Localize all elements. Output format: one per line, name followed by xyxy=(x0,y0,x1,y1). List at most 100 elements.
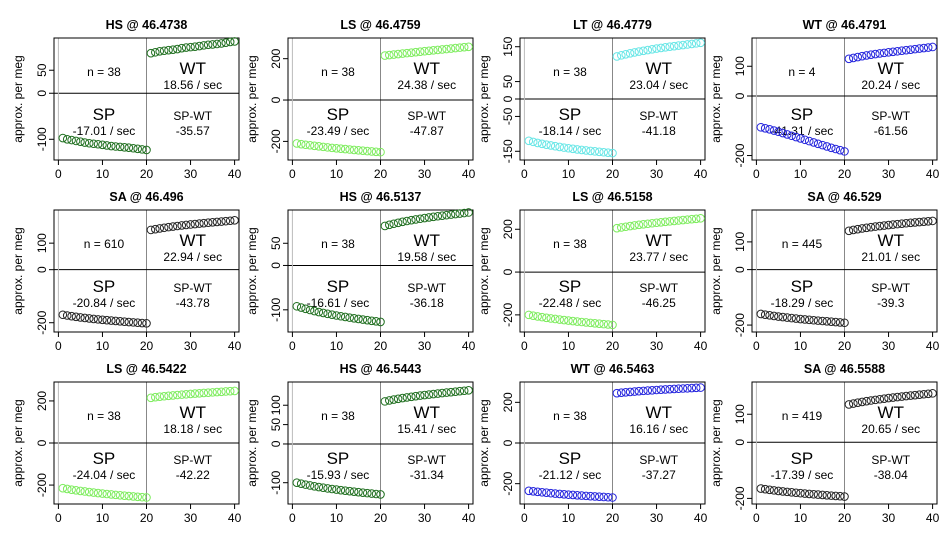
sp-wt-label: SP-WT xyxy=(407,453,446,467)
y-tick-label: 50 xyxy=(35,63,49,77)
diff-value: -61.56 xyxy=(874,124,908,138)
y-tick-label: -100 xyxy=(269,297,283,321)
data-point xyxy=(292,301,302,311)
data-point xyxy=(314,482,324,492)
y-tick-label: 50 xyxy=(269,418,283,432)
y-tick-label: -100 xyxy=(269,470,283,494)
x-tick-label: 40 xyxy=(694,511,708,525)
y-tick-label: 100 xyxy=(35,233,49,253)
data-point xyxy=(760,310,770,319)
data-point xyxy=(203,388,213,397)
data-point xyxy=(804,315,814,325)
n-label: n = 419 xyxy=(782,409,823,423)
x-tick-label: 0 xyxy=(753,167,760,181)
x-tick-label: 30 xyxy=(882,511,896,525)
data-point xyxy=(568,144,578,154)
data-point xyxy=(111,316,120,326)
data-point xyxy=(58,133,68,143)
data-point xyxy=(106,490,116,499)
data-point xyxy=(687,39,697,49)
diff-value: -41.18 xyxy=(642,124,676,138)
data-point xyxy=(301,304,310,314)
data-point xyxy=(871,49,880,59)
data-point xyxy=(844,54,854,64)
data-point xyxy=(310,482,319,491)
data-point xyxy=(124,143,134,153)
sp-rate: -24.04 / sec xyxy=(73,468,136,482)
data-point xyxy=(76,486,85,496)
data-point xyxy=(888,393,898,402)
data-point xyxy=(765,125,774,134)
y-axis-label: approx. per meg xyxy=(709,55,723,142)
wt-label: WT xyxy=(414,59,440,78)
data-point xyxy=(173,221,182,231)
data-point xyxy=(323,143,332,152)
data-point xyxy=(533,138,542,148)
data-point xyxy=(656,43,666,53)
wt-label: WT xyxy=(180,403,206,422)
panel-title: SA @ 46.529 xyxy=(807,190,881,204)
data-point xyxy=(871,222,880,231)
sp-label: SP xyxy=(327,277,350,296)
data-point xyxy=(446,387,456,397)
data-point xyxy=(451,387,460,396)
data-point xyxy=(791,488,801,498)
data-point xyxy=(826,491,836,500)
wt-label: WT xyxy=(180,231,206,250)
data-point xyxy=(80,487,90,496)
data-point xyxy=(208,218,217,227)
data-point xyxy=(555,315,564,324)
data-point xyxy=(537,312,547,322)
data-point xyxy=(778,312,788,322)
x-tick-label: 40 xyxy=(228,511,242,525)
x-tick-label: 30 xyxy=(650,167,664,181)
data-point xyxy=(173,390,182,400)
sp-label: SP xyxy=(559,277,582,296)
x-tick-label: 10 xyxy=(562,167,576,181)
n-label: n = 38 xyxy=(321,409,355,423)
y-tick-label: -200 xyxy=(733,313,747,337)
sp-label: SP xyxy=(327,105,350,124)
x-tick-label: 30 xyxy=(882,167,896,181)
data-point xyxy=(327,310,337,319)
data-point xyxy=(928,42,937,52)
sp-wt-label: SP-WT xyxy=(407,281,446,295)
wt-rate: 18.18 / sec xyxy=(163,422,222,436)
data-point xyxy=(367,489,376,498)
data-point xyxy=(875,394,885,404)
data-point xyxy=(199,218,209,228)
data-point xyxy=(564,143,573,153)
data-point xyxy=(442,388,451,397)
data-point xyxy=(849,399,858,408)
data-point xyxy=(115,142,125,152)
data-point xyxy=(639,386,648,396)
data-point xyxy=(608,320,617,330)
data-point xyxy=(71,136,81,146)
wt-label: WT xyxy=(180,59,206,78)
data-point xyxy=(230,216,239,225)
panel-6: HS @ 46.5137 0 10 20 30 40 -100 0 50 approx. per … xyxy=(245,190,476,353)
data-point xyxy=(195,219,204,228)
n-label: n = 38 xyxy=(553,65,587,79)
data-point xyxy=(769,486,779,495)
data-point xyxy=(225,386,235,396)
data-point xyxy=(879,48,889,58)
data-point xyxy=(919,43,929,53)
wt-label: WT xyxy=(414,231,440,250)
x-tick-label: 20 xyxy=(606,339,620,353)
y-tick-label: -200 xyxy=(501,303,515,327)
data-point xyxy=(691,214,701,224)
x-tick-label: 20 xyxy=(374,511,388,525)
wt-rate: 19.58 / sec xyxy=(397,250,456,264)
data-point xyxy=(559,490,569,499)
data-point xyxy=(115,317,125,326)
data-point xyxy=(862,396,871,406)
diff-value: -37.27 xyxy=(642,468,676,482)
data-point xyxy=(133,144,142,154)
y-tick-label: 0 xyxy=(501,439,515,446)
data-point xyxy=(301,480,310,489)
data-point xyxy=(292,478,302,487)
data-point xyxy=(866,50,876,60)
data-point xyxy=(897,46,907,56)
data-point xyxy=(455,386,465,396)
